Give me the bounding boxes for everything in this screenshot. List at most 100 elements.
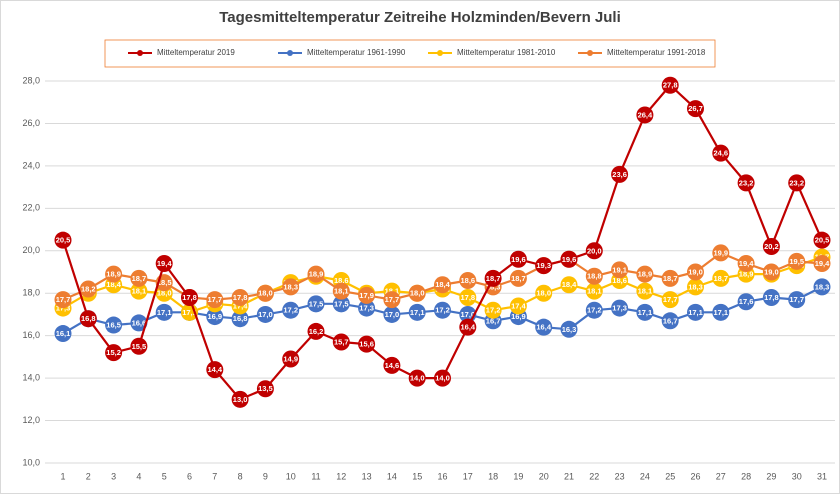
chart-title: Tagesmitteltemperatur Zeitreihe Holzmind… xyxy=(219,9,620,26)
data-point xyxy=(762,238,780,256)
data-label: 19,0 xyxy=(764,267,779,276)
legend-marker xyxy=(287,50,293,56)
data-point xyxy=(459,318,477,336)
data-label: 17,0 xyxy=(385,310,400,319)
data-label: 18,9 xyxy=(106,270,121,279)
data-point xyxy=(737,255,755,273)
data-point xyxy=(434,369,451,387)
data-label: 17,1 xyxy=(182,308,197,317)
data-point xyxy=(611,165,629,183)
data-point xyxy=(737,293,755,311)
data-point xyxy=(256,284,274,302)
x-tick-label: 13 xyxy=(362,471,372,481)
data-point xyxy=(712,269,730,287)
data-point xyxy=(358,335,376,353)
data-label: 13,5 xyxy=(258,384,273,393)
data-point xyxy=(408,284,426,302)
data-label: 17,7 xyxy=(789,295,804,304)
data-label: 17,5 xyxy=(334,299,349,308)
y-tick-label: 12,0 xyxy=(22,415,40,425)
x-tick-label: 3 xyxy=(111,471,116,481)
data-label: 18,0 xyxy=(258,289,273,298)
data-label: 19,6 xyxy=(562,255,577,264)
data-point xyxy=(459,288,477,306)
data-point xyxy=(231,288,249,306)
data-point xyxy=(687,303,704,321)
data-label: 15,2 xyxy=(106,348,121,357)
data-point xyxy=(535,284,553,302)
data-label: 24,6 xyxy=(713,149,728,158)
data-point xyxy=(307,295,325,313)
data-point xyxy=(687,263,704,281)
data-point xyxy=(459,271,477,289)
data-label: 17,3 xyxy=(612,304,627,313)
data-label: 18,3 xyxy=(688,282,703,291)
data-point xyxy=(661,312,679,330)
data-label: 13,0 xyxy=(233,395,248,404)
data-label: 17,0 xyxy=(460,310,475,319)
data-point xyxy=(636,303,654,321)
data-label: 16,1 xyxy=(56,329,71,338)
legend-label: Mitteltemperatur 1991-2018 xyxy=(607,48,706,57)
x-tick-label: 2 xyxy=(86,471,91,481)
data-point xyxy=(813,255,831,273)
data-label: 16,9 xyxy=(511,312,526,321)
data-label: 17,3 xyxy=(359,304,374,313)
data-point xyxy=(332,333,350,351)
data-label: 19,4 xyxy=(739,259,754,268)
data-label: 17,2 xyxy=(283,306,298,315)
data-point xyxy=(585,301,603,319)
data-label: 19,1 xyxy=(612,265,627,274)
data-label: 18,0 xyxy=(536,289,551,298)
data-point xyxy=(383,356,401,374)
data-label: 18,9 xyxy=(309,270,324,279)
data-point xyxy=(788,291,806,309)
data-point xyxy=(282,301,300,319)
x-tick-label: 23 xyxy=(615,471,625,481)
data-label: 17,8 xyxy=(764,293,779,302)
data-point xyxy=(535,257,553,275)
data-label: 26,4 xyxy=(638,110,653,119)
data-point xyxy=(130,282,148,300)
data-point xyxy=(661,76,679,94)
data-label: 18,3 xyxy=(815,282,830,291)
data-label: 18,7 xyxy=(132,274,147,283)
legend-box xyxy=(104,39,716,68)
data-label: 19,4 xyxy=(815,259,830,268)
x-tick-label: 24 xyxy=(640,471,650,481)
data-label: 16,4 xyxy=(460,323,475,332)
data-label: 18,2 xyxy=(81,284,96,293)
x-tick-label: 30 xyxy=(792,471,802,481)
data-label: 18,6 xyxy=(334,276,349,285)
y-tick-label: 16,0 xyxy=(22,330,40,340)
data-point xyxy=(788,252,806,270)
data-label: 16,7 xyxy=(663,316,678,325)
data-point xyxy=(54,291,72,309)
data-label: 17,8 xyxy=(460,293,475,302)
x-tick-label: 15 xyxy=(412,471,422,481)
data-label: 18,6 xyxy=(612,276,627,285)
x-tick-label: 14 xyxy=(387,471,397,481)
data-point xyxy=(585,267,603,285)
data-label: 17,9 xyxy=(359,291,374,300)
data-point xyxy=(509,250,527,268)
x-tick-label: 17 xyxy=(463,471,473,481)
data-label: 16,6 xyxy=(132,318,147,327)
data-point xyxy=(788,174,806,192)
legend-label: Mitteltemperatur 1981-2010 xyxy=(457,48,556,57)
data-point xyxy=(484,301,502,319)
data-label: 26,7 xyxy=(688,104,703,113)
data-label: 17,1 xyxy=(410,308,425,317)
data-label: 17,1 xyxy=(157,308,172,317)
data-point xyxy=(130,314,148,332)
data-point xyxy=(661,269,679,287)
data-label: 17,7 xyxy=(385,295,400,304)
data-point xyxy=(358,286,376,304)
data-point xyxy=(585,282,603,300)
data-point xyxy=(636,265,654,283)
data-label: 16,3 xyxy=(562,325,577,334)
y-tick-label: 18,0 xyxy=(22,288,40,298)
data-point xyxy=(687,278,704,296)
y-tick-label: 14,0 xyxy=(22,372,40,382)
